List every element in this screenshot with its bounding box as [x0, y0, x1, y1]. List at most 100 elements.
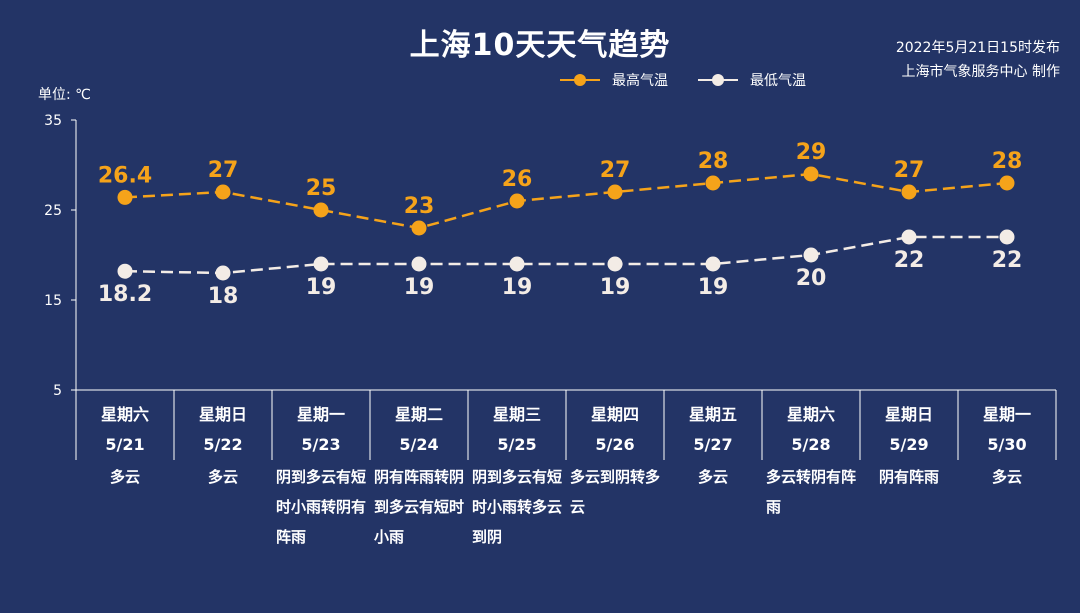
high-temp-point: [313, 202, 329, 218]
day-header: 星期一 5/23: [272, 392, 370, 460]
high-temp-label: 28: [698, 149, 729, 174]
legend-low-marker: [698, 74, 738, 86]
day-header: 星期五 5/27: [664, 392, 762, 460]
legend-item-high: 最高气温: [560, 70, 668, 90]
high-temp-point: [215, 184, 231, 200]
low-temp-point: [705, 256, 721, 272]
high-temp-line: [124, 172, 1008, 230]
high-temp-point: [509, 193, 525, 209]
weekday-label: 星期四: [590, 405, 639, 424]
high-temp-label: 28: [992, 149, 1023, 174]
low-temp-label: 19: [600, 275, 631, 300]
high-temp-point: [607, 184, 623, 200]
high-temp-label: 27: [894, 158, 925, 183]
day-header: 星期日 5/29: [860, 392, 958, 460]
day-header: 星期日 5/22: [174, 392, 272, 460]
date-label: 5/26: [595, 435, 635, 454]
date-label: 5/29: [889, 435, 929, 454]
weekday-label: 星期六: [786, 405, 835, 424]
low-temp-point: [509, 256, 525, 272]
weather-description: 多云: [109, 468, 140, 486]
high-temp-label: 23: [404, 194, 435, 219]
low-temp-label: 22: [992, 248, 1023, 273]
high-temp-label: 27: [208, 158, 239, 183]
low-temp-label: 22: [894, 248, 925, 273]
weather-description: 阴有阵雨: [878, 468, 939, 486]
weekday-label: 星期日: [198, 405, 247, 424]
weather-description: 多云: [697, 468, 728, 486]
low-temp-point: [803, 247, 819, 263]
date-label: 5/27: [693, 435, 733, 454]
low-temp-point: [607, 256, 623, 272]
low-temp-point: [313, 256, 329, 272]
weekday-label: 星期日: [884, 405, 933, 424]
weather-description: 多云: [207, 468, 238, 486]
legend-high-label: 最高气温: [612, 73, 668, 89]
chart-title: 上海10天天气趋势: [409, 28, 671, 63]
day-header: 星期六 5/21: [76, 392, 174, 460]
weather-description: 多云到阴转多云: [570, 468, 661, 516]
low-temp-label: 19: [404, 275, 435, 300]
y-tick-label: 35: [44, 113, 62, 129]
high-temp-point: [117, 189, 133, 205]
low-temp-label: 18: [208, 284, 239, 309]
high-temp-label: 29: [796, 140, 827, 165]
legend-low-label: 最低气温: [750, 73, 806, 89]
high-temp-label: 26.4: [98, 163, 152, 188]
high-temp-label: 25: [306, 176, 337, 201]
day-header: 星期四 5/26: [566, 392, 664, 460]
weather-description: 阴到多云有短时小雨转阴有阵雨: [276, 468, 367, 546]
weekday-label: 星期五: [688, 405, 737, 424]
weekday-label: 星期六: [100, 405, 149, 424]
day-header: 星期二 5/24: [370, 392, 468, 460]
day-header: 星期一 5/30: [958, 392, 1056, 460]
unit-label: 单位: ℃: [38, 87, 91, 103]
day-header: 星期六 5/28: [762, 392, 860, 460]
high-temp-point: [411, 220, 427, 236]
low-temp-label: 20: [796, 266, 827, 291]
weekday-label: 星期二: [394, 405, 443, 424]
weekday-label: 星期三: [492, 405, 541, 424]
low-temp-label: 19: [306, 275, 337, 300]
high-temp-label: 26: [502, 167, 533, 192]
producer: 上海市气象服务中心 制作: [901, 64, 1060, 80]
low-temp-point: [999, 229, 1015, 245]
publish-date: 2022年5月21日15时发布: [895, 40, 1060, 56]
date-label: 5/24: [399, 435, 439, 454]
date-label: 5/28: [791, 435, 831, 454]
date-label: 5/25: [497, 435, 537, 454]
date-label: 5/22: [203, 435, 243, 454]
y-tick-label: 5: [53, 383, 62, 399]
weekday-label: 星期一: [296, 405, 345, 424]
date-label: 5/23: [301, 435, 341, 454]
low-temp-point: [117, 263, 133, 279]
legend: 最高气温 最低气温: [560, 70, 836, 90]
low-temp-point: [215, 265, 231, 281]
weather-description: 阴有阵雨转阴到多云有短时小雨: [374, 468, 465, 546]
weather-descriptions: 多云 多云 阴到多云有短时小雨转阴有阵雨 阴有阵雨转阴到多云有短时小雨 阴到多云有短时小…: [76, 462, 1056, 552]
legend-item-low: 最低气温: [698, 70, 806, 90]
weather-description: 多云: [991, 468, 1022, 486]
high-temp-point: [999, 175, 1015, 191]
high-temp-label: 27: [600, 158, 631, 183]
low-temp-label: 19: [502, 275, 533, 300]
date-label: 5/21: [105, 435, 145, 454]
low-temp-line: [124, 235, 1007, 275]
weather-description: 多云转阴有阵雨: [766, 468, 857, 516]
weekday-label: 星期一: [982, 405, 1031, 424]
y-tick-label: 15: [44, 293, 62, 309]
low-temp-point: [901, 229, 917, 245]
high-temp-point: [705, 175, 721, 191]
low-temp-label: 19: [698, 275, 729, 300]
y-tick-label: 25: [44, 203, 62, 219]
legend-high-marker: [560, 74, 600, 86]
high-temp-point: [901, 184, 917, 200]
low-temp-label: 18.2: [98, 282, 152, 307]
low-temp-point: [411, 256, 427, 272]
day-header: 星期三 5/25: [468, 392, 566, 460]
publish-info: 2022年5月21日15时发布 上海市气象服务中心 制作: [896, 36, 1060, 84]
day-headers: 星期六 5/21 星期日 5/22 星期一 5/23 星期二 5/24 星期三 5/25 星期四 5/…: [76, 392, 1056, 460]
high-temp-point: [803, 166, 819, 182]
date-label: 5/30: [987, 435, 1027, 454]
